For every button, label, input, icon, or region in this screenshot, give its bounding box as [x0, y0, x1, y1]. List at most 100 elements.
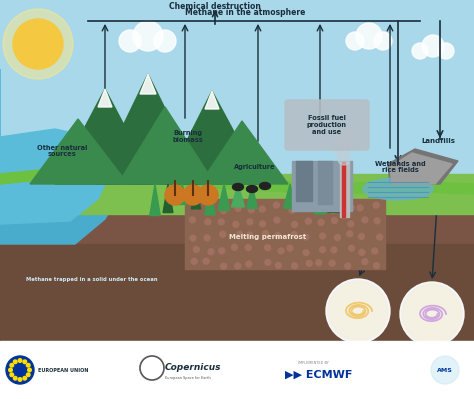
Bar: [0, 244, 474, 399]
Circle shape: [23, 360, 27, 363]
Circle shape: [315, 207, 321, 213]
Polygon shape: [283, 184, 296, 208]
Polygon shape: [390, 153, 452, 184]
Circle shape: [359, 249, 365, 255]
Polygon shape: [315, 184, 326, 214]
Circle shape: [27, 363, 30, 367]
Text: Landfills: Landfills: [421, 138, 455, 144]
Circle shape: [133, 21, 163, 51]
Circle shape: [306, 205, 312, 211]
Circle shape: [218, 219, 224, 225]
Circle shape: [3, 9, 73, 79]
Text: Other natural
sources: Other natural sources: [37, 144, 87, 158]
FancyBboxPatch shape: [285, 100, 369, 150]
Circle shape: [412, 43, 428, 59]
Circle shape: [203, 258, 209, 264]
Ellipse shape: [259, 182, 271, 190]
Polygon shape: [140, 74, 156, 94]
Circle shape: [347, 231, 353, 237]
Circle shape: [246, 261, 252, 267]
Polygon shape: [247, 184, 257, 208]
Circle shape: [303, 234, 309, 240]
Polygon shape: [328, 184, 342, 212]
Circle shape: [372, 248, 378, 254]
Text: EUROPEAN UNION: EUROPEAN UNION: [38, 367, 89, 373]
Circle shape: [264, 245, 271, 251]
Circle shape: [431, 356, 459, 384]
Circle shape: [18, 378, 22, 381]
Text: Methane in the atmosphere: Methane in the atmosphere: [185, 8, 305, 17]
Circle shape: [345, 263, 351, 269]
Circle shape: [259, 206, 265, 212]
Bar: [0, 341, 474, 399]
Circle shape: [220, 208, 227, 214]
Circle shape: [374, 263, 380, 269]
Text: European Space for Earth: European Space for Earth: [165, 376, 210, 380]
Circle shape: [13, 19, 63, 69]
Text: Agriculture: Agriculture: [234, 164, 276, 170]
Circle shape: [305, 218, 311, 224]
Circle shape: [273, 202, 280, 208]
Circle shape: [331, 217, 337, 223]
Text: Chemical destruction: Chemical destruction: [169, 2, 261, 11]
Circle shape: [27, 368, 31, 372]
Circle shape: [336, 129, 356, 149]
Circle shape: [330, 207, 337, 213]
Polygon shape: [95, 74, 202, 184]
Polygon shape: [0, 69, 125, 244]
Circle shape: [329, 260, 335, 266]
Text: Burning
biomass: Burning biomass: [173, 130, 203, 144]
Circle shape: [235, 205, 241, 211]
Ellipse shape: [363, 178, 433, 200]
Circle shape: [219, 248, 225, 254]
Circle shape: [260, 221, 265, 227]
Polygon shape: [231, 184, 245, 207]
Circle shape: [23, 376, 27, 380]
Circle shape: [438, 43, 454, 59]
Circle shape: [422, 35, 444, 57]
Circle shape: [13, 376, 17, 380]
Polygon shape: [150, 184, 160, 215]
Circle shape: [400, 282, 464, 346]
Bar: [185, 199, 385, 269]
Circle shape: [220, 231, 226, 237]
Text: Wetlands and
rice fields: Wetlands and rice fields: [374, 160, 425, 174]
Circle shape: [292, 263, 298, 269]
Circle shape: [208, 249, 214, 255]
Bar: [0, 174, 474, 214]
Circle shape: [362, 217, 368, 223]
Circle shape: [403, 285, 461, 343]
Circle shape: [275, 233, 281, 239]
Ellipse shape: [246, 186, 257, 192]
Circle shape: [190, 235, 196, 241]
Circle shape: [10, 373, 14, 377]
Text: Methane trapped in a solid under the ocean: Methane trapped in a solid under the oce…: [26, 277, 158, 282]
Circle shape: [231, 244, 237, 250]
Polygon shape: [0, 169, 474, 194]
Circle shape: [292, 221, 298, 227]
Text: Copernicus: Copernicus: [165, 363, 221, 373]
Circle shape: [246, 232, 253, 238]
Polygon shape: [200, 121, 288, 184]
Circle shape: [306, 260, 312, 266]
Circle shape: [318, 219, 324, 225]
Circle shape: [278, 248, 284, 254]
Circle shape: [334, 141, 350, 157]
Polygon shape: [388, 149, 458, 184]
Circle shape: [27, 373, 30, 377]
Polygon shape: [163, 184, 173, 213]
Polygon shape: [176, 184, 188, 204]
Circle shape: [18, 359, 22, 362]
Circle shape: [289, 207, 295, 213]
Text: Fossil fuel
production
and use: Fossil fuel production and use: [307, 115, 347, 135]
Polygon shape: [205, 91, 219, 109]
Circle shape: [319, 233, 326, 239]
Circle shape: [326, 279, 390, 343]
Circle shape: [192, 204, 199, 210]
Circle shape: [193, 247, 200, 253]
Text: Microbial
production: Microbial production: [338, 340, 378, 354]
Text: ▶▶ ECMWF: ▶▶ ECMWF: [285, 370, 352, 380]
Polygon shape: [0, 69, 112, 224]
Circle shape: [235, 263, 241, 269]
Circle shape: [248, 207, 254, 213]
